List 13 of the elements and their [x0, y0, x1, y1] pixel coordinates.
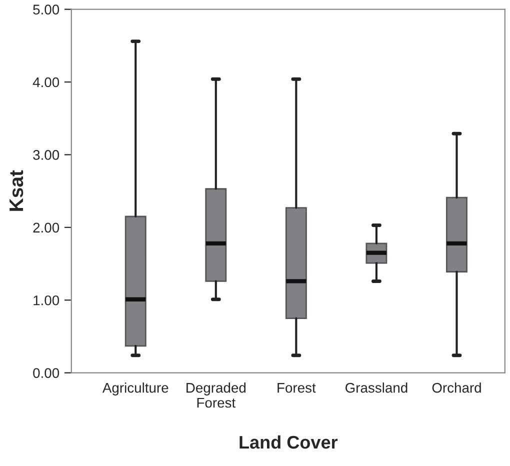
x-axis-title: Land Cover [240, 435, 338, 449]
y-tick-label: 1.00 [34, 295, 60, 306]
y-tick-label: 3.00 [33, 150, 60, 160]
y-tick-label: 2.00 [33, 222, 60, 233]
x-tick-label: Agriculture [102, 382, 168, 396]
y-tick-label: 4.00 [32, 77, 60, 88]
x-tick-label: Degraded Forest [186, 382, 246, 408]
y-tick-label: 0.00 [33, 368, 60, 378]
x-tick-label: Orchard [432, 382, 481, 393]
x-tick-label: Forest [278, 383, 316, 393]
y-tick-label: 5.00 [33, 4, 60, 14]
x-tick-label: Grassland [346, 382, 408, 393]
y-axis-title: Ksat [10, 170, 24, 211]
